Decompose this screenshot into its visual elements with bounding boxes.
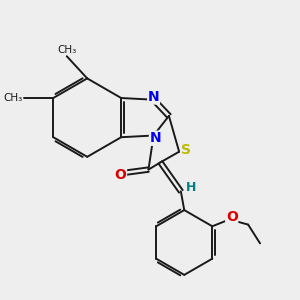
Text: S: S	[181, 143, 191, 157]
Text: N: N	[148, 90, 159, 104]
Text: O: O	[115, 168, 126, 182]
Text: CH₃: CH₃	[3, 93, 22, 103]
Text: CH₃: CH₃	[57, 44, 76, 55]
Text: O: O	[226, 210, 238, 224]
Text: N: N	[149, 131, 161, 145]
Text: H: H	[186, 181, 196, 194]
